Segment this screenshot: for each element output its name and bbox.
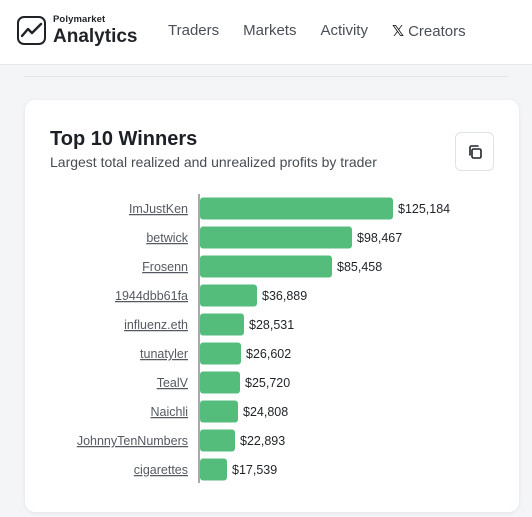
trader-link[interactable]: TealV (157, 376, 189, 390)
bar-value-label: $125,184 (398, 202, 450, 216)
bar[interactable] (200, 371, 240, 394)
nav-creators-label: Creators (408, 23, 466, 40)
trader-link[interactable]: 1944dbb61fa (115, 289, 188, 303)
main-nav: Traders Markets Activity 𝕏 Creators (168, 22, 466, 40)
trader-link[interactable]: Naichli (150, 405, 188, 419)
trader-link[interactable]: cigarettes (134, 463, 188, 477)
bar[interactable] (200, 313, 244, 336)
bar-value-label: $25,720 (245, 376, 290, 390)
nav-activity[interactable]: Activity (320, 22, 368, 39)
brand-name-small: Polymarket (53, 14, 106, 25)
bar[interactable] (200, 284, 257, 307)
x-logo-icon: 𝕏 (391, 23, 405, 40)
bar[interactable] (200, 429, 235, 452)
trader-link[interactable]: Frosenn (142, 260, 188, 274)
bar-value-label: $24,808 (243, 405, 288, 419)
bar[interactable] (200, 226, 352, 249)
nav-traders[interactable]: Traders (168, 22, 220, 39)
bar[interactable] (200, 197, 393, 220)
trader-link[interactable]: JohnnyTenNumbers (77, 434, 188, 448)
brand-logo[interactable]: Polymarket Analytics (17, 15, 137, 46)
bar[interactable] (200, 255, 332, 278)
bar[interactable] (200, 458, 227, 481)
analytics-chart-icon (17, 15, 46, 45)
nav-creators[interactable]: 𝕏 Creators (392, 22, 466, 40)
bar-value-label: $98,467 (357, 231, 402, 245)
card-subtitle: Largest total realized and unrealized pr… (50, 154, 377, 170)
bar-value-label: $36,889 (262, 289, 307, 303)
card-title: Top 10 Winners (50, 128, 198, 150)
bar-value-label: $26,602 (246, 347, 291, 361)
trader-link[interactable]: tunatyler (140, 347, 188, 361)
bar[interactable] (200, 400, 238, 423)
top-navigation-bar: Polymarket Analytics Traders Markets Act… (0, 0, 532, 65)
bar-value-label: $22,893 (240, 434, 285, 448)
trader-link[interactable]: ImJustKen (129, 202, 188, 216)
copy-icon (468, 144, 482, 159)
copy-button[interactable] (455, 132, 494, 171)
trader-link[interactable]: betwick (146, 231, 188, 245)
top-winners-card: Top 10 Winners Largest total realized an… (25, 100, 519, 512)
bar[interactable] (200, 342, 241, 365)
bar-value-label: $28,531 (249, 318, 294, 332)
bar-value-label: $17,539 (232, 463, 277, 477)
winners-bar-chart: ImJustKen $125,184 betwick $98,467 Frosenn $8… (77, 194, 450, 483)
trader-link[interactable]: influenz.eth (124, 318, 188, 332)
bar-value-label: $85,458 (337, 260, 382, 274)
content-divider (24, 76, 508, 77)
brand-name-big: Analytics (53, 25, 138, 47)
nav-markets[interactable]: Markets (243, 22, 297, 39)
